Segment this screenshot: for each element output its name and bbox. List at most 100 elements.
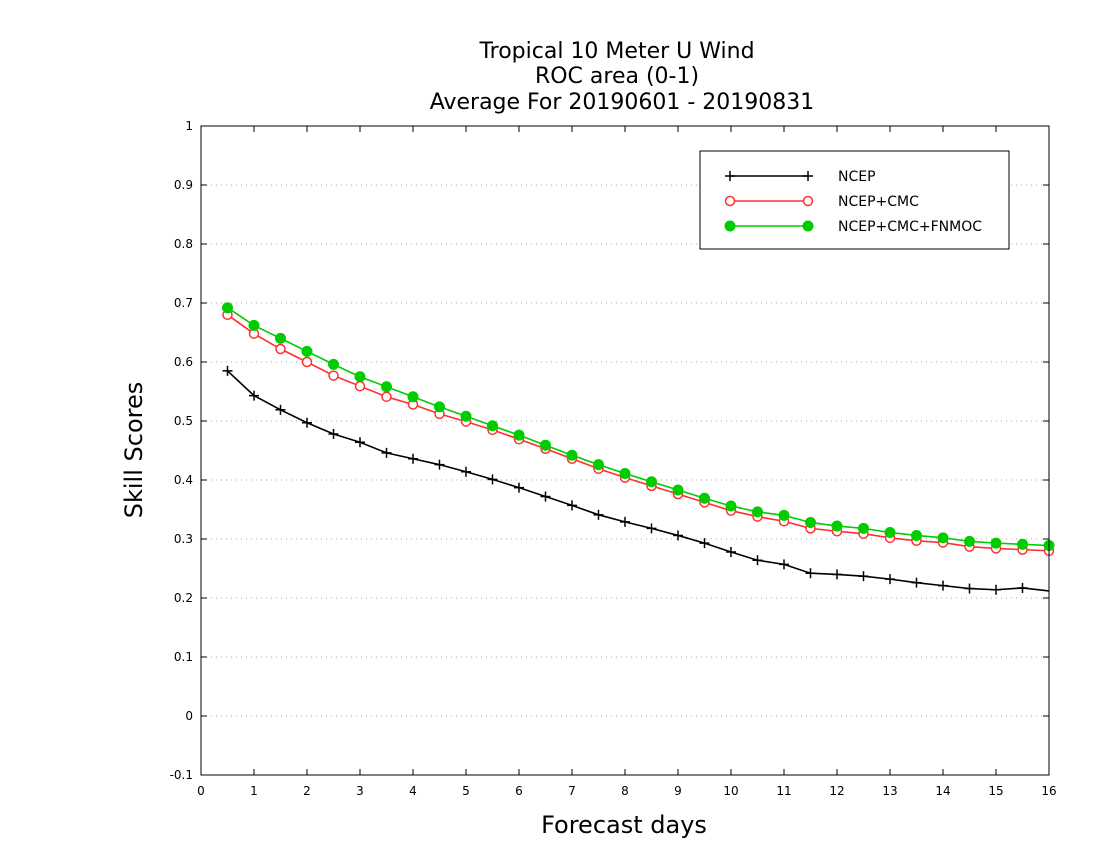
- data-point-ncep-cmc-fnmoc: [222, 302, 233, 314]
- y-tick-label: -0.1: [170, 768, 193, 782]
- data-point-ncep-cmc-fnmoc: [884, 527, 896, 539]
- title-line-2: ROC area (0-1): [535, 64, 699, 89]
- title-line-1: Tropical 10 Meter U Wind: [478, 39, 754, 64]
- data-point-ncep-cmc-fnmoc: [990, 537, 1002, 549]
- data-point-ncep-cmc-fnmoc: [513, 429, 525, 441]
- data-point-ncep: [938, 580, 948, 591]
- data-point-ncep-cmc-fnmoc: [354, 371, 366, 383]
- data-point-ncep: [858, 571, 869, 582]
- data-point-ncep-cmc-fnmoc: [275, 332, 286, 344]
- legend-item-ncep-cmc-fnmoc: NCEP+CMC+FNMOC: [724, 219, 982, 235]
- legend-box: [699, 150, 1010, 250]
- data-point-ncep-cmc-fnmoc: [858, 522, 869, 534]
- data-point-ncep: [1017, 582, 1028, 593]
- data-point-ncep: [620, 516, 630, 527]
- data-point-ncep-cmc-fnmoc: [672, 484, 684, 496]
- y-tick-label: 0.2: [174, 591, 193, 605]
- data-point-ncep: [461, 466, 471, 477]
- data-point-ncep: [487, 474, 498, 485]
- data-point-ncep-cmc-fnmoc: [911, 529, 922, 541]
- data-point-ncep: [991, 584, 1001, 595]
- data-point-ncep: [514, 482, 524, 493]
- series-layer: [222, 302, 1055, 595]
- data-point-ncep: [726, 546, 736, 557]
- series-ncep-cmc: [222, 309, 1055, 557]
- data-point-ncep-cmc-fnmoc: [778, 509, 790, 521]
- series-ncep: [222, 365, 1050, 595]
- data-point-ncep-cmc-fnmoc: [1017, 538, 1028, 550]
- legend-label: NCEP+CMC: [838, 194, 919, 210]
- data-point-ncep: [408, 453, 418, 464]
- data-point-ncep-cmc-fnmoc: [805, 516, 816, 528]
- y-tick-label: 0.8: [174, 237, 193, 251]
- data-point-ncep: [275, 404, 286, 415]
- legend-marker: [803, 171, 813, 181]
- data-point-ncep-cmc: [328, 370, 339, 381]
- gridlines: [201, 184, 1049, 717]
- data-point-ncep: [249, 390, 259, 401]
- x-tick-label: 7: [568, 784, 576, 798]
- data-point-ncep: [302, 417, 312, 428]
- data-point-ncep-cmc-fnmoc: [593, 459, 604, 471]
- data-point-ncep: [832, 569, 842, 580]
- legend-marker: [802, 195, 814, 207]
- data-point-ncep-cmc-fnmoc: [752, 506, 763, 518]
- data-point-ncep-cmc-fnmoc: [937, 532, 949, 544]
- series-ncep-cmc-fnmoc: [222, 302, 1055, 551]
- legend-item-ncep: NCEP: [725, 169, 876, 185]
- series-line-ncep: [226, 370, 1050, 592]
- y-tick-label: 0.6: [174, 355, 193, 369]
- data-point-ncep: [593, 509, 604, 520]
- series-line-ncep-cmc-fnmoc: [227, 307, 1050, 547]
- x-tick-label: 12: [829, 784, 844, 798]
- data-point-ncep-cmc-fnmoc: [964, 535, 975, 547]
- legend-item-ncep-cmc: NCEP+CMC: [724, 194, 919, 210]
- data-point-ncep-cmc-fnmoc: [434, 401, 445, 413]
- data-point-ncep: [355, 437, 365, 448]
- x-tick-label: 13: [882, 784, 897, 798]
- legend-label: NCEP: [838, 169, 876, 185]
- legend-marker: [725, 171, 735, 181]
- data-point-ncep: [885, 574, 895, 585]
- data-point-ncep-cmc-fnmoc: [460, 410, 472, 422]
- data-point-ncep-cmc-fnmoc: [566, 449, 578, 461]
- data-point-ncep-cmc-fnmoc: [646, 476, 657, 488]
- x-tick-label: 16: [1041, 784, 1056, 798]
- x-tick-label: 0: [197, 784, 205, 798]
- data-point-ncep: [540, 491, 551, 502]
- x-tick-label: 6: [515, 784, 523, 798]
- chart-title: Tropical 10 Meter U Wind ROC area (0-1) …: [430, 39, 815, 115]
- x-tick-label: 5: [462, 784, 470, 798]
- data-point-ncep-cmc-fnmoc: [407, 391, 419, 403]
- data-point-ncep-cmc: [381, 391, 392, 403]
- legend-label: NCEP+CMC+FNMOC: [838, 219, 982, 235]
- legend-items: NCEP NCEP+CMC NCEP+CMC+FNMOC: [724, 169, 982, 235]
- data-point-ncep-cmc-fnmoc: [248, 319, 260, 331]
- y-tick-label: 0.1: [174, 650, 193, 664]
- data-point-ncep-cmc-fnmoc: [381, 381, 392, 393]
- y-tick-label: 0.7: [174, 296, 193, 310]
- data-point-ncep: [328, 428, 339, 439]
- data-point-ncep: [434, 459, 445, 470]
- data-point-ncep-cmc: [301, 356, 313, 368]
- y-tick-label: 0: [185, 709, 193, 723]
- y-tick-label: 1: [185, 119, 193, 133]
- x-tick-label: 3: [356, 784, 364, 798]
- data-point-ncep: [699, 538, 710, 549]
- data-point-ncep-cmc-fnmoc: [540, 439, 551, 451]
- axes: -0.100.10.20.30.40.50.60.70.80.910 1 2 3 4 5 6…: [170, 119, 1057, 798]
- legend-marker: [724, 195, 736, 207]
- legend: NCEP NCEP+CMC NCEP+CMC+FNMOC: [699, 150, 1010, 250]
- y-axis-title: Skill Scores: [120, 382, 148, 519]
- x-tick-label: 4: [409, 784, 417, 798]
- x-tick-label: 15: [988, 784, 1003, 798]
- plot-frame: [200, 125, 1050, 776]
- title-line-3: Average For 20190601 - 20190831: [430, 90, 815, 115]
- data-point-ncep: [673, 530, 683, 541]
- data-point-ncep: [964, 583, 975, 594]
- data-point-ncep-cmc-fnmoc: [301, 345, 313, 357]
- data-point-ncep-cmc-fnmoc: [725, 500, 737, 512]
- x-axis-title: Forecast days: [541, 811, 707, 839]
- data-point-ncep-cmc-fnmoc: [619, 468, 631, 480]
